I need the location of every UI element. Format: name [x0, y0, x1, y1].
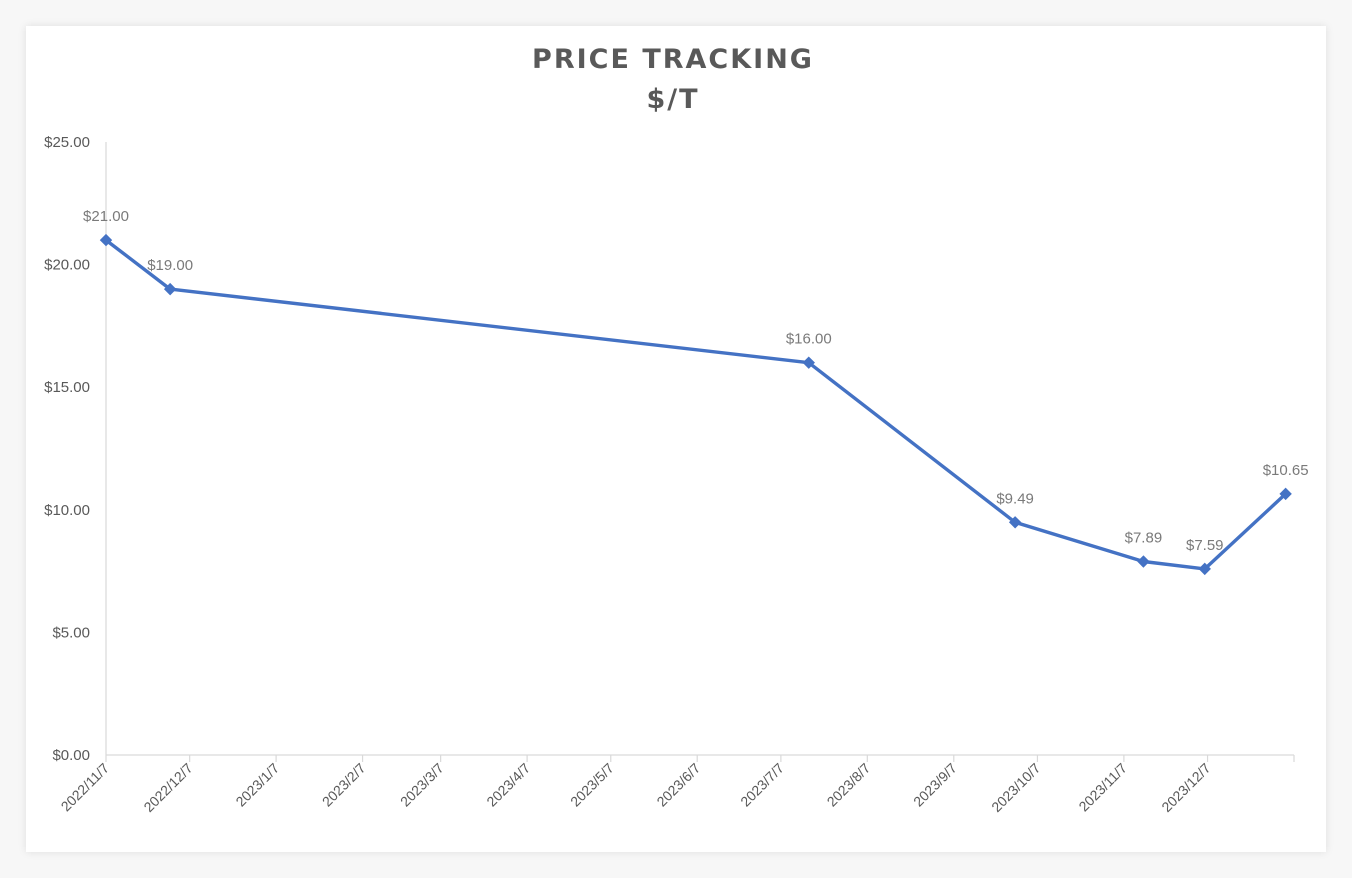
- data-label: $7.89: [1125, 530, 1163, 547]
- x-tick-label: 2023/12/7: [1158, 760, 1214, 816]
- x-tick-label: 2023/6/7: [653, 760, 703, 810]
- x-tick-label: 2022/11/7: [57, 760, 112, 815]
- x-tick-label: 2022/12/7: [140, 760, 196, 816]
- price-series-line: [104, 238, 1288, 571]
- x-tick-label: 2023/10/7: [988, 760, 1044, 816]
- y-tick-label: $5.00: [52, 624, 90, 641]
- data-point-marker: [1198, 562, 1211, 576]
- x-tick-label: 2023/1/7: [232, 760, 282, 810]
- y-tick-label: $25.00: [44, 134, 90, 151]
- x-tick-label: 2023/3/7: [397, 760, 447, 810]
- y-tick-label: $15.00: [44, 379, 90, 396]
- y-tick-label: $10.00: [44, 502, 90, 519]
- x-tick-label: 2023/11/7: [1075, 760, 1130, 815]
- series-line-group: [99, 233, 1292, 576]
- data-label: $21.00: [83, 208, 129, 225]
- x-axis-tick-labels: 2022/11/7 2022/12/7 2023/1/7 2023/2/7 2023/3…: [57, 760, 1213, 816]
- data-point-marker: [1008, 516, 1022, 529]
- data-point-marker: [99, 233, 113, 247]
- data-label: $9.49: [996, 490, 1034, 507]
- x-tick-label: 2023/4/7: [483, 760, 533, 810]
- axes: [105, 142, 1295, 762]
- x-tick-label: 2023/8/7: [824, 760, 874, 810]
- chart-title: PRICE TRACKING: [532, 44, 814, 75]
- data-labels: $21.00 $19.00 $16.00 $9.49 $7.89 $7.59 $10.65: [83, 208, 1309, 554]
- x-tick-label: 2023/9/7: [910, 760, 960, 810]
- x-tick-label: 2023/5/7: [567, 760, 617, 810]
- data-label: $16.00: [786, 331, 832, 348]
- x-tick-label: 2023/7/7: [737, 760, 787, 810]
- data-label: $10.65: [1263, 462, 1309, 479]
- data-label: $19.00: [147, 257, 193, 274]
- y-tick-label: $0.00: [52, 747, 90, 764]
- data-label: $7.59: [1186, 537, 1224, 554]
- y-axis-tick-labels: $0.00 $5.00 $10.00 $15.00 $20.00 $25.00: [44, 134, 90, 764]
- data-point-marker: [163, 282, 177, 296]
- y-tick-label: $20.00: [44, 257, 90, 274]
- data-point-marker: [1137, 555, 1150, 568]
- data-point-marker: [802, 356, 815, 369]
- chart-subtitle: $/T: [646, 84, 699, 115]
- data-point-marker: [1279, 487, 1292, 501]
- x-tick-label: 2023/2/7: [319, 760, 369, 810]
- chart-card: [26, 26, 1326, 852]
